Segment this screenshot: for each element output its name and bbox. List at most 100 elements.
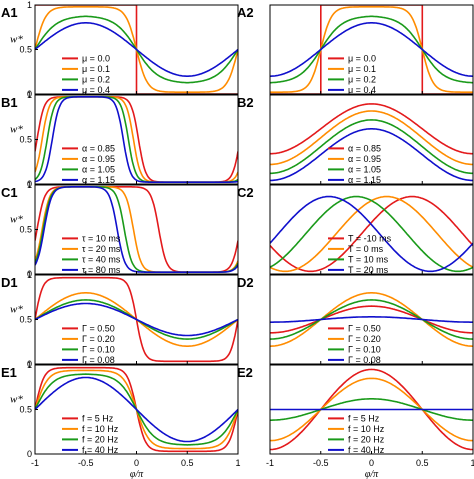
series-line-4 bbox=[35, 22, 238, 77]
legend-entry: Γ = 0.20 bbox=[348, 334, 381, 344]
legend-entry: f = 40 Hz bbox=[82, 445, 119, 455]
y-tick-label: 0.5 bbox=[19, 405, 32, 415]
series-line-3 bbox=[270, 398, 473, 421]
y-tick-label: 0 bbox=[27, 179, 32, 189]
legend-entry: α = 0.95 bbox=[82, 154, 115, 164]
series-line-4 bbox=[35, 302, 238, 337]
panel-c1: C1 w* 0 0.5 1 τ = 10 msτ = 20 msτ = 40 msτ = … bbox=[1, 180, 239, 279]
y-tick-label: 1 bbox=[27, 90, 32, 100]
panel-label: A2 bbox=[237, 5, 254, 20]
series-line-4 bbox=[270, 128, 473, 182]
x-axis-label: φ/π bbox=[130, 469, 144, 479]
legend-entry: α = 1.05 bbox=[82, 164, 115, 174]
legend-entry: μ = 0.4 bbox=[348, 85, 376, 95]
y-tick-label: 1 bbox=[27, 360, 32, 370]
x-tick-label: 0.5 bbox=[181, 458, 194, 468]
x-tick-label: 1 bbox=[235, 458, 240, 468]
series-line-1 bbox=[270, 103, 473, 155]
legend-entry: Γ = 0.50 bbox=[348, 323, 381, 333]
legend-entry: f = 5 Hz bbox=[82, 413, 114, 423]
legend-entry: f = 40 Hz bbox=[348, 445, 385, 455]
series-line-3 bbox=[270, 195, 473, 273]
panel-b1: B1 w* 0 0.5 1 α = 0.85α = 0.95α = 1.05α = 1.1… bbox=[1, 90, 239, 189]
panel-d1: D1 w* 0 0.5 1 Γ = 0.50Γ = 0.20Γ = 0.10Γ = 0.0… bbox=[1, 270, 239, 369]
x-tick-label: -0.5 bbox=[313, 458, 329, 468]
panel-b2: B2 α = 0.85α = 0.95α = 1.05α = 1.15 bbox=[237, 94, 474, 185]
y-tick-label: 1 bbox=[27, 0, 32, 10]
legend-entry: μ = 0.4 bbox=[82, 85, 110, 95]
legend-entry: Γ = 0.08 bbox=[348, 355, 381, 365]
series-line-2 bbox=[270, 377, 473, 442]
series-line-4 bbox=[270, 316, 473, 323]
y-tick-label: 0.5 bbox=[19, 225, 32, 235]
legend-entry: Γ = 0.10 bbox=[82, 344, 115, 354]
y-axis-label: w* bbox=[10, 393, 23, 405]
panel-c2: C2 T = -10 msT = 0 msT = 10 msT = 20 ms bbox=[237, 184, 474, 275]
panel-label: C2 bbox=[237, 185, 254, 200]
legend-entry: Γ = 0.08 bbox=[82, 355, 115, 365]
legend-entry: f = 10 Hz bbox=[82, 424, 119, 434]
y-axis-label: w* bbox=[10, 303, 23, 315]
panel-a1: A1 w* 0 0.5 1 μ = 0.0μ = 0.1μ = 0.2μ = 0.4 bbox=[1, 0, 239, 99]
panel-label: D2 bbox=[237, 275, 254, 290]
legend-entry: f = 20 Hz bbox=[82, 434, 119, 444]
panel-label: C1 bbox=[1, 185, 18, 200]
y-tick-label: 1 bbox=[27, 270, 32, 280]
panel-label: E1 bbox=[1, 365, 17, 380]
plot-frame bbox=[34, 94, 239, 185]
y-tick-label: 0 bbox=[27, 449, 32, 459]
series-line-3 bbox=[270, 15, 473, 84]
series-line-2 bbox=[270, 292, 473, 347]
series-line-2 bbox=[270, 6, 473, 93]
series-line-3 bbox=[270, 119, 473, 175]
x-tick-label: -0.5 bbox=[78, 458, 94, 468]
legend-entry: f = 5 Hz bbox=[348, 413, 380, 423]
x-tick-label: -1 bbox=[31, 458, 39, 468]
panel-e2: E2 f = 5 Hzf = 10 Hzf = 20 Hzf = 40 Hz bbox=[237, 364, 474, 455]
x-axis-label: φ/π bbox=[365, 469, 379, 479]
series-line-4 bbox=[270, 22, 473, 77]
legend-entry: α = 0.95 bbox=[348, 154, 381, 164]
legend-entry: μ = 0.2 bbox=[348, 74, 376, 84]
legend-entry: μ = 0.1 bbox=[82, 64, 110, 74]
legend-entry: α = 0.85 bbox=[82, 143, 115, 153]
series-line-1 bbox=[270, 368, 473, 451]
plot-frame bbox=[34, 184, 239, 275]
panel-a2: A2 μ = 0.0μ = 0.1μ = 0.2μ = 0.4 bbox=[237, 4, 474, 95]
series-line-4 bbox=[270, 195, 473, 273]
series-line-4 bbox=[35, 376, 238, 443]
panel-label: E2 bbox=[237, 365, 253, 380]
legend-entry: μ = 0.0 bbox=[82, 53, 110, 63]
legend-entry: Γ = 0.20 bbox=[82, 334, 115, 344]
legend-entry: μ = 0.2 bbox=[82, 74, 110, 84]
y-tick-label: 0 bbox=[27, 89, 32, 99]
y-tick-label: 1 bbox=[27, 180, 32, 190]
y-tick-label: 0 bbox=[27, 269, 32, 279]
panel-label: B1 bbox=[1, 95, 18, 110]
legend-entry: μ = 0.1 bbox=[348, 64, 376, 74]
panel-label: A1 bbox=[1, 5, 18, 20]
series-line-3 bbox=[270, 299, 473, 340]
y-axis-label: w* bbox=[10, 33, 23, 45]
series-line-1 bbox=[270, 195, 473, 273]
legend-entry: α = 1.15 bbox=[348, 175, 381, 185]
panel-e1: E1 w* 0 0.5 1 f = 5 Hzf = 10 Hzf = 20 Hzf = 4… bbox=[1, 360, 239, 459]
y-tick-label: 0.5 bbox=[19, 135, 32, 145]
legend-entry: T = 20 ms bbox=[348, 265, 389, 275]
y-tick-label: 0 bbox=[27, 359, 32, 369]
legend-entry: τ = 20 ms bbox=[82, 244, 121, 254]
legend-entry: τ = 10 ms bbox=[82, 233, 121, 243]
legend-entry: τ = 80 ms bbox=[82, 265, 121, 275]
x-tick-label: 0 bbox=[134, 458, 139, 468]
series-line-2 bbox=[270, 110, 473, 166]
panel-d2: D2 Γ = 0.50Γ = 0.20Γ = 0.10Γ = 0.08 bbox=[237, 274, 474, 365]
legend-entry: τ = 40 ms bbox=[82, 254, 121, 264]
x-tick-label: -1 bbox=[266, 458, 274, 468]
legend-entry: T = -10 ms bbox=[348, 233, 392, 243]
legend-entry: α = 1.15 bbox=[82, 175, 115, 185]
legend-entry: Γ = 0.10 bbox=[348, 344, 381, 354]
y-axis-label: w* bbox=[10, 213, 23, 225]
legend-entry: f = 20 Hz bbox=[348, 434, 385, 444]
x-tick-label: 0.5 bbox=[416, 458, 429, 468]
